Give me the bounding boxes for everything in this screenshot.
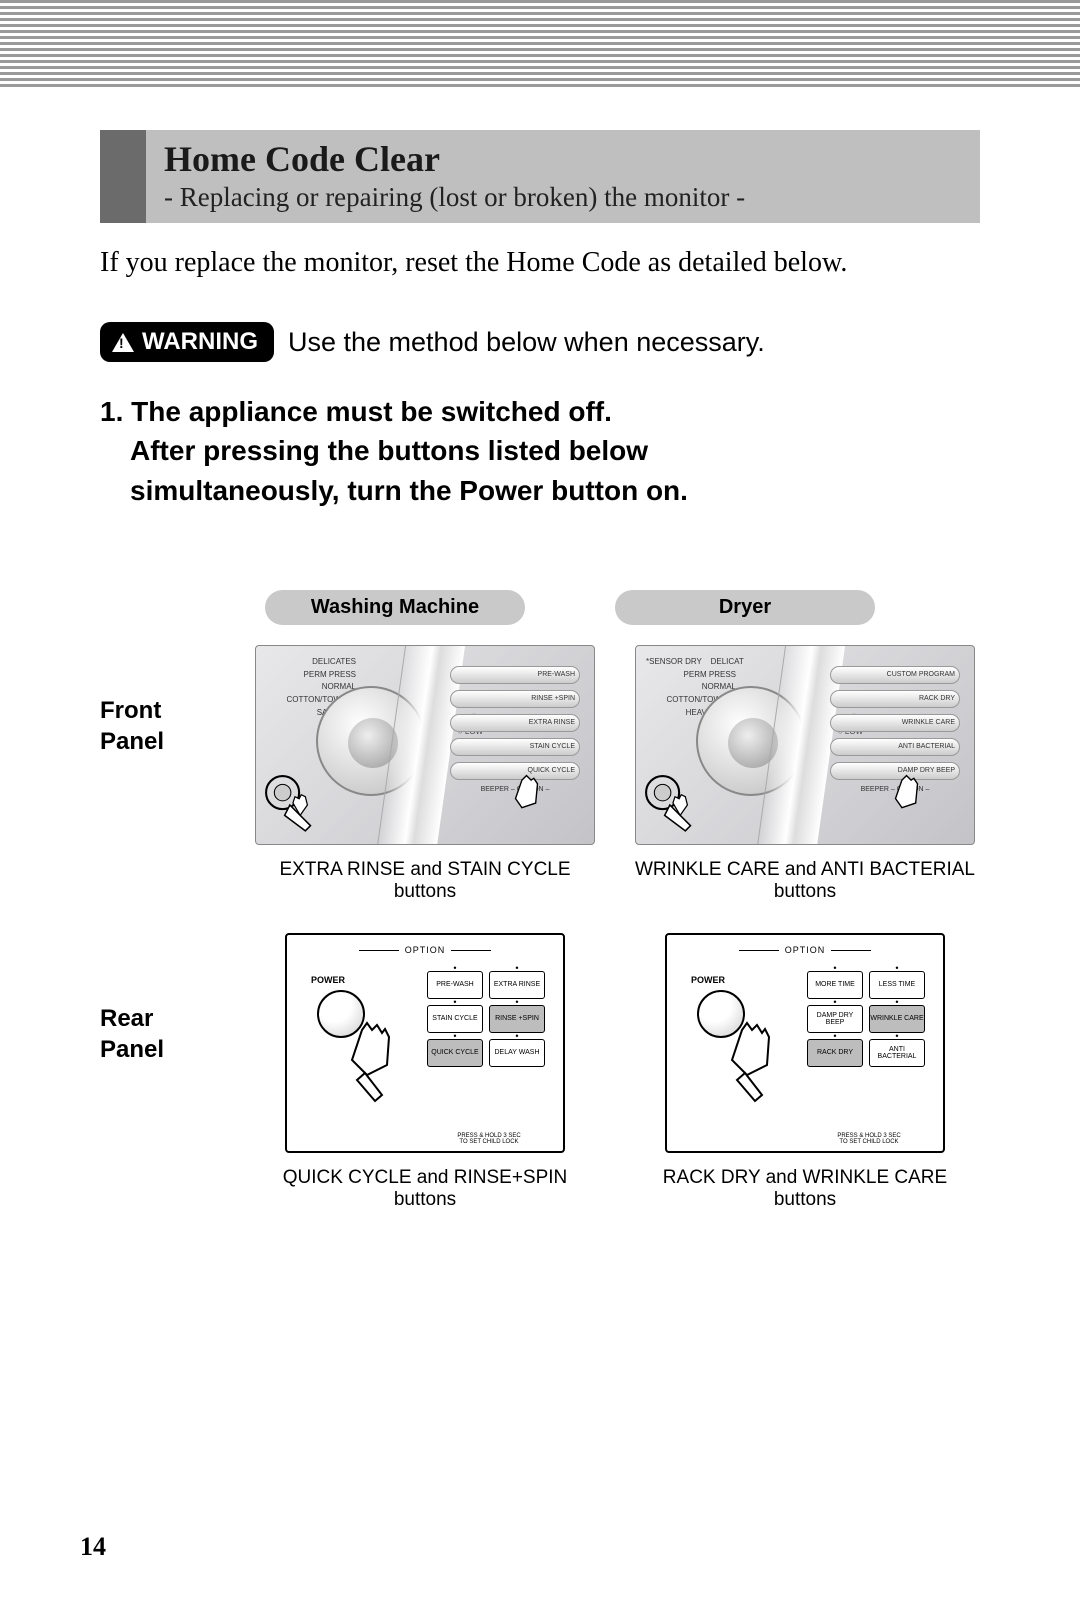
hand-icon	[499, 771, 554, 826]
hand-icon	[327, 1015, 417, 1105]
title-body: Home Code Clear - Replacing or repairing…	[146, 130, 980, 223]
rear-option-label: OPTION	[287, 945, 563, 955]
step-line1: The appliance must be switched off.	[131, 396, 612, 427]
rear-washer-buttons: PRE-WASH EXTRA RINSE STAIN CYCLE RINSE +…	[427, 971, 545, 1067]
rear-btn: PRE-WASH	[427, 971, 483, 999]
front-washer-cell: DELICATES PERM PRESS NORMAL COTTON/TOWEL…	[250, 645, 600, 903]
rear-foot: PRESS & HOLD 3 SEC TO SET CHILD LOCK	[433, 1133, 545, 1145]
page-content: Home Code Clear - Replacing or repairing…	[0, 90, 1080, 1211]
rear-btn: MORE TIME	[807, 971, 863, 999]
front-panel-label: Front Panel	[100, 645, 220, 757]
rear-btn: RINSE +SPIN	[489, 1005, 545, 1033]
rear-power-label: POWER	[691, 975, 725, 985]
rear-btn: LESS TIME	[869, 971, 925, 999]
warning-icon	[112, 333, 134, 352]
front-dryer-cell: *SENSOR DRY DELICAT PERM PRESS NORMAL CO…	[630, 645, 980, 903]
rear-btn: EXTRA RINSE	[489, 971, 545, 999]
rear-btn: WRINKLE CARE	[869, 1005, 925, 1033]
rear-washer-cell: OPTION POWER PRE-WASH EXTRA RINSE STAIN …	[250, 933, 600, 1211]
warning-text: Use the method below when necessary.	[288, 327, 765, 358]
mini-btn: EXTRA RINSE	[450, 714, 580, 732]
rear-dryer-caption: RACK DRY and WRINKLE CARE buttons	[630, 1167, 980, 1211]
mini-btn: STAIN CYCLE	[450, 738, 580, 756]
rear-power-label: POWER	[311, 975, 345, 985]
title-tab	[100, 130, 146, 223]
step-line3: simultaneously, turn the Power button on…	[130, 475, 688, 506]
rear-label-text: Rear Panel	[100, 1005, 164, 1063]
page-title: Home Code Clear	[164, 138, 962, 180]
warning-row: WARNING Use the method below when necess…	[100, 322, 980, 362]
hand-icon	[264, 774, 326, 836]
warning-label: WARNING	[142, 328, 258, 356]
rear-option-label: OPTION	[667, 945, 943, 955]
title-block: Home Code Clear - Replacing or repairing…	[100, 130, 980, 223]
rear-washer-caption: QUICK CYCLE and RINSE+SPIN buttons	[250, 1167, 600, 1211]
rear-btn: DELAY WASH	[489, 1039, 545, 1067]
hand-icon	[879, 771, 934, 826]
mini-btn: ANTI BACTERIAL	[830, 738, 960, 756]
washer-pill: Washing Machine	[265, 590, 525, 625]
rear-panel-label: Rear Panel	[100, 933, 220, 1065]
column-labels: Washing Machine Dryer	[100, 590, 980, 625]
mini-btn: RINSE +SPIN	[450, 690, 580, 708]
header-stripes	[0, 0, 1080, 90]
step-1: 1. The appliance must be switched off. A…	[100, 392, 980, 510]
intro-text: If you replace the monitor, reset the Ho…	[100, 243, 980, 282]
rear-btn: DAMP DRY BEEP	[807, 1005, 863, 1033]
mini-btn: WRINKLE CARE	[830, 714, 960, 732]
warning-badge: WARNING	[100, 322, 274, 362]
front-washer-panel: DELICATES PERM PRESS NORMAL COTTON/TOWEL…	[255, 645, 595, 845]
panel-grid: Front Panel DELICATES PERM PRESS NORMAL …	[100, 645, 980, 1211]
rear-dryer-cell: OPTION POWER MORE TIME LESS TIME DAMP DR…	[630, 933, 980, 1211]
hand-icon	[644, 774, 706, 836]
rear-btn: STAIN CYCLE	[427, 1005, 483, 1033]
rear-btn: ANTI BACTERIAL	[869, 1039, 925, 1067]
front-dryer-caption: WRINKLE CARE and ANTI BACTERIAL buttons	[630, 859, 980, 903]
front-label-text: Front Panel	[100, 697, 164, 755]
mini-btn: CUSTOM PROGRAM	[830, 666, 960, 684]
rear-dryer-buttons: MORE TIME LESS TIME DAMP DRY BEEP WRINKL…	[807, 971, 925, 1067]
front-washer-caption: EXTRA RINSE and STAIN CYCLE buttons	[250, 859, 600, 903]
front-dryer-panel: *SENSOR DRY DELICAT PERM PRESS NORMAL CO…	[635, 645, 975, 845]
step-num: 1.	[100, 396, 123, 427]
page-subtitle: - Replacing or repairing (lost or broken…	[164, 182, 962, 213]
dryer-pill: Dryer	[615, 590, 875, 625]
step-line2: After pressing the buttons listed below	[130, 435, 648, 466]
mini-btn: PRE-WASH	[450, 666, 580, 684]
rear-btn: RACK DRY	[807, 1039, 863, 1067]
rear-btn: QUICK CYCLE	[427, 1039, 483, 1067]
rear-foot: PRESS & HOLD 3 SEC TO SET CHILD LOCK	[813, 1133, 925, 1145]
rear-washer-panel: OPTION POWER PRE-WASH EXTRA RINSE STAIN …	[285, 933, 565, 1153]
mini-btn: RACK DRY	[830, 690, 960, 708]
page-number: 14	[80, 1532, 106, 1562]
rear-dryer-panel: OPTION POWER MORE TIME LESS TIME DAMP DR…	[665, 933, 945, 1153]
hand-icon	[707, 1015, 797, 1105]
